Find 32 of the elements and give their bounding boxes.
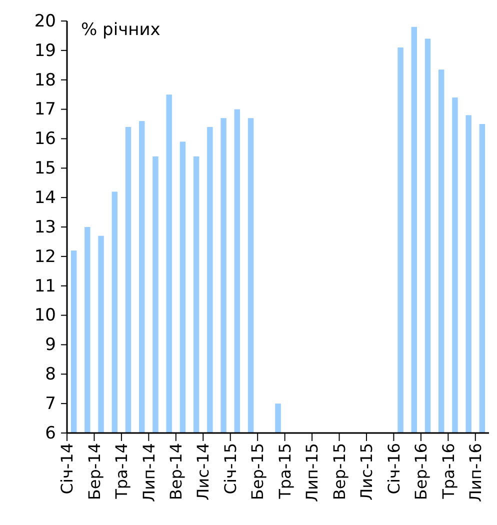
x-tick-label: Бер-15 (248, 443, 268, 500)
y-tick-label: 16 (34, 129, 56, 150)
x-tick-label: Лис-14 (194, 443, 213, 500)
x-tick-label: Тра-16 (438, 443, 458, 500)
y-tick-label: 11 (34, 276, 56, 296)
y-axis-title: % річних (81, 20, 160, 40)
y-tick-label: 20 (34, 11, 56, 32)
y-tick-label: 15 (34, 158, 56, 179)
y-tick-label: 8 (45, 364, 56, 385)
x-tick-label: Лис-15 (357, 443, 376, 500)
y-tick-label: 6 (45, 423, 56, 444)
y-tick-label: 10 (34, 306, 56, 326)
y-tick-label: 13 (34, 217, 56, 238)
x-tick-label: Січ-14 (58, 443, 77, 494)
x-tick-label: Січ-16 (384, 443, 404, 494)
x-tick-label: Січ-15 (220, 443, 240, 494)
y-tick-label: 7 (45, 394, 56, 414)
y-tick-label: 19 (34, 40, 56, 61)
y-tick-label: 17 (34, 100, 56, 120)
x-tick-label: Лип-16 (466, 443, 485, 502)
x-tick-label: Лип-14 (139, 443, 158, 502)
y-tick-label: 14 (34, 188, 56, 208)
y-tick-label: 12 (34, 246, 56, 267)
x-tick-label: Бер-16 (412, 443, 431, 500)
x-tick-label: Тра-15 (275, 443, 294, 500)
y-tick-label: 9 (45, 335, 56, 356)
x-tick-label: Вер-14 (166, 443, 186, 500)
x-tick-label: Бер-14 (84, 443, 104, 500)
x-tick-label: Лип-15 (302, 443, 322, 502)
x-tick-label: Тра-14 (112, 443, 132, 500)
y-tick-label: 18 (34, 70, 56, 90)
x-tick-label: Вер-15 (330, 443, 349, 500)
